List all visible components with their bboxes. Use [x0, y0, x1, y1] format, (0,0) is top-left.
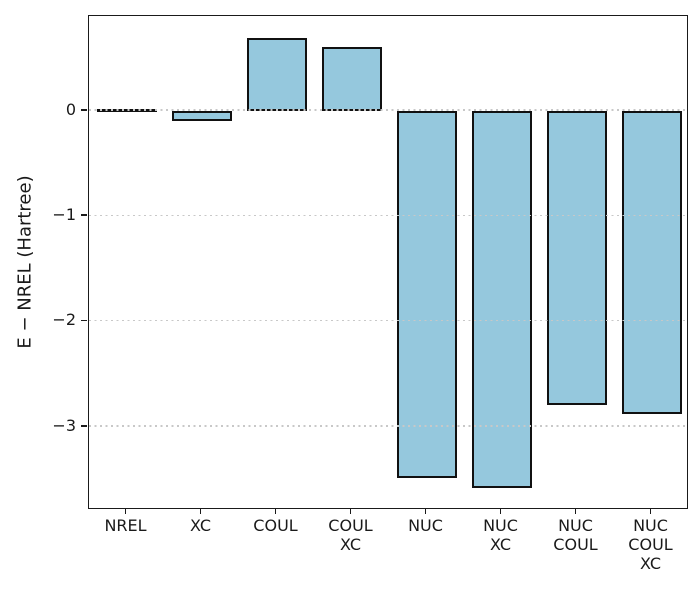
y-tick-0	[81, 108, 87, 111]
bar-nuc-coul	[546, 110, 607, 405]
y-tick-label--1: −1	[52, 205, 76, 225]
bar-nuc-coul-xc	[621, 110, 682, 415]
x-tick-label-coul-xc: COUL XC	[328, 516, 373, 554]
x-tick-xc	[199, 509, 202, 514]
x-tick-coul-xc	[349, 509, 352, 514]
plot-area	[88, 15, 688, 509]
y-tick--1	[81, 214, 87, 216]
gridline-y-3	[89, 425, 687, 427]
bar-nuc-xc	[471, 110, 532, 488]
y-tick-label-0: 0	[65, 99, 76, 119]
x-tick-nuc-coul-xc	[649, 509, 652, 514]
x-tick-nuc	[424, 509, 427, 514]
bar-xc	[171, 110, 232, 122]
x-tick-nuc-xc	[499, 509, 502, 514]
x-tick-label-nuc-coul: NUC COUL	[553, 516, 598, 554]
x-tick-label-xc: XC	[190, 516, 211, 535]
x-tick-label-nuc: NUC	[408, 516, 443, 535]
x-tick-label-nrel: NREL	[104, 516, 147, 535]
bar-coul-xc	[321, 46, 382, 111]
x-tick-nuc-coul	[574, 509, 577, 514]
x-tick-label-nuc-coul-xc: NUC COUL XC	[628, 516, 673, 573]
y-tick--3	[81, 424, 87, 427]
x-tick-nrel	[124, 509, 127, 514]
bar-coul	[246, 38, 307, 111]
y-tick--2	[81, 319, 87, 322]
x-tick-label-nuc-xc: NUC XC	[483, 516, 518, 554]
x-tick-coul	[274, 509, 277, 514]
y-tick-label--3: −3	[52, 415, 76, 435]
x-tick-label-coul: COUL	[253, 516, 298, 535]
y-tick-label--2: −2	[52, 310, 76, 330]
bar-nuc	[396, 110, 457, 479]
bar-nrel	[96, 109, 157, 113]
